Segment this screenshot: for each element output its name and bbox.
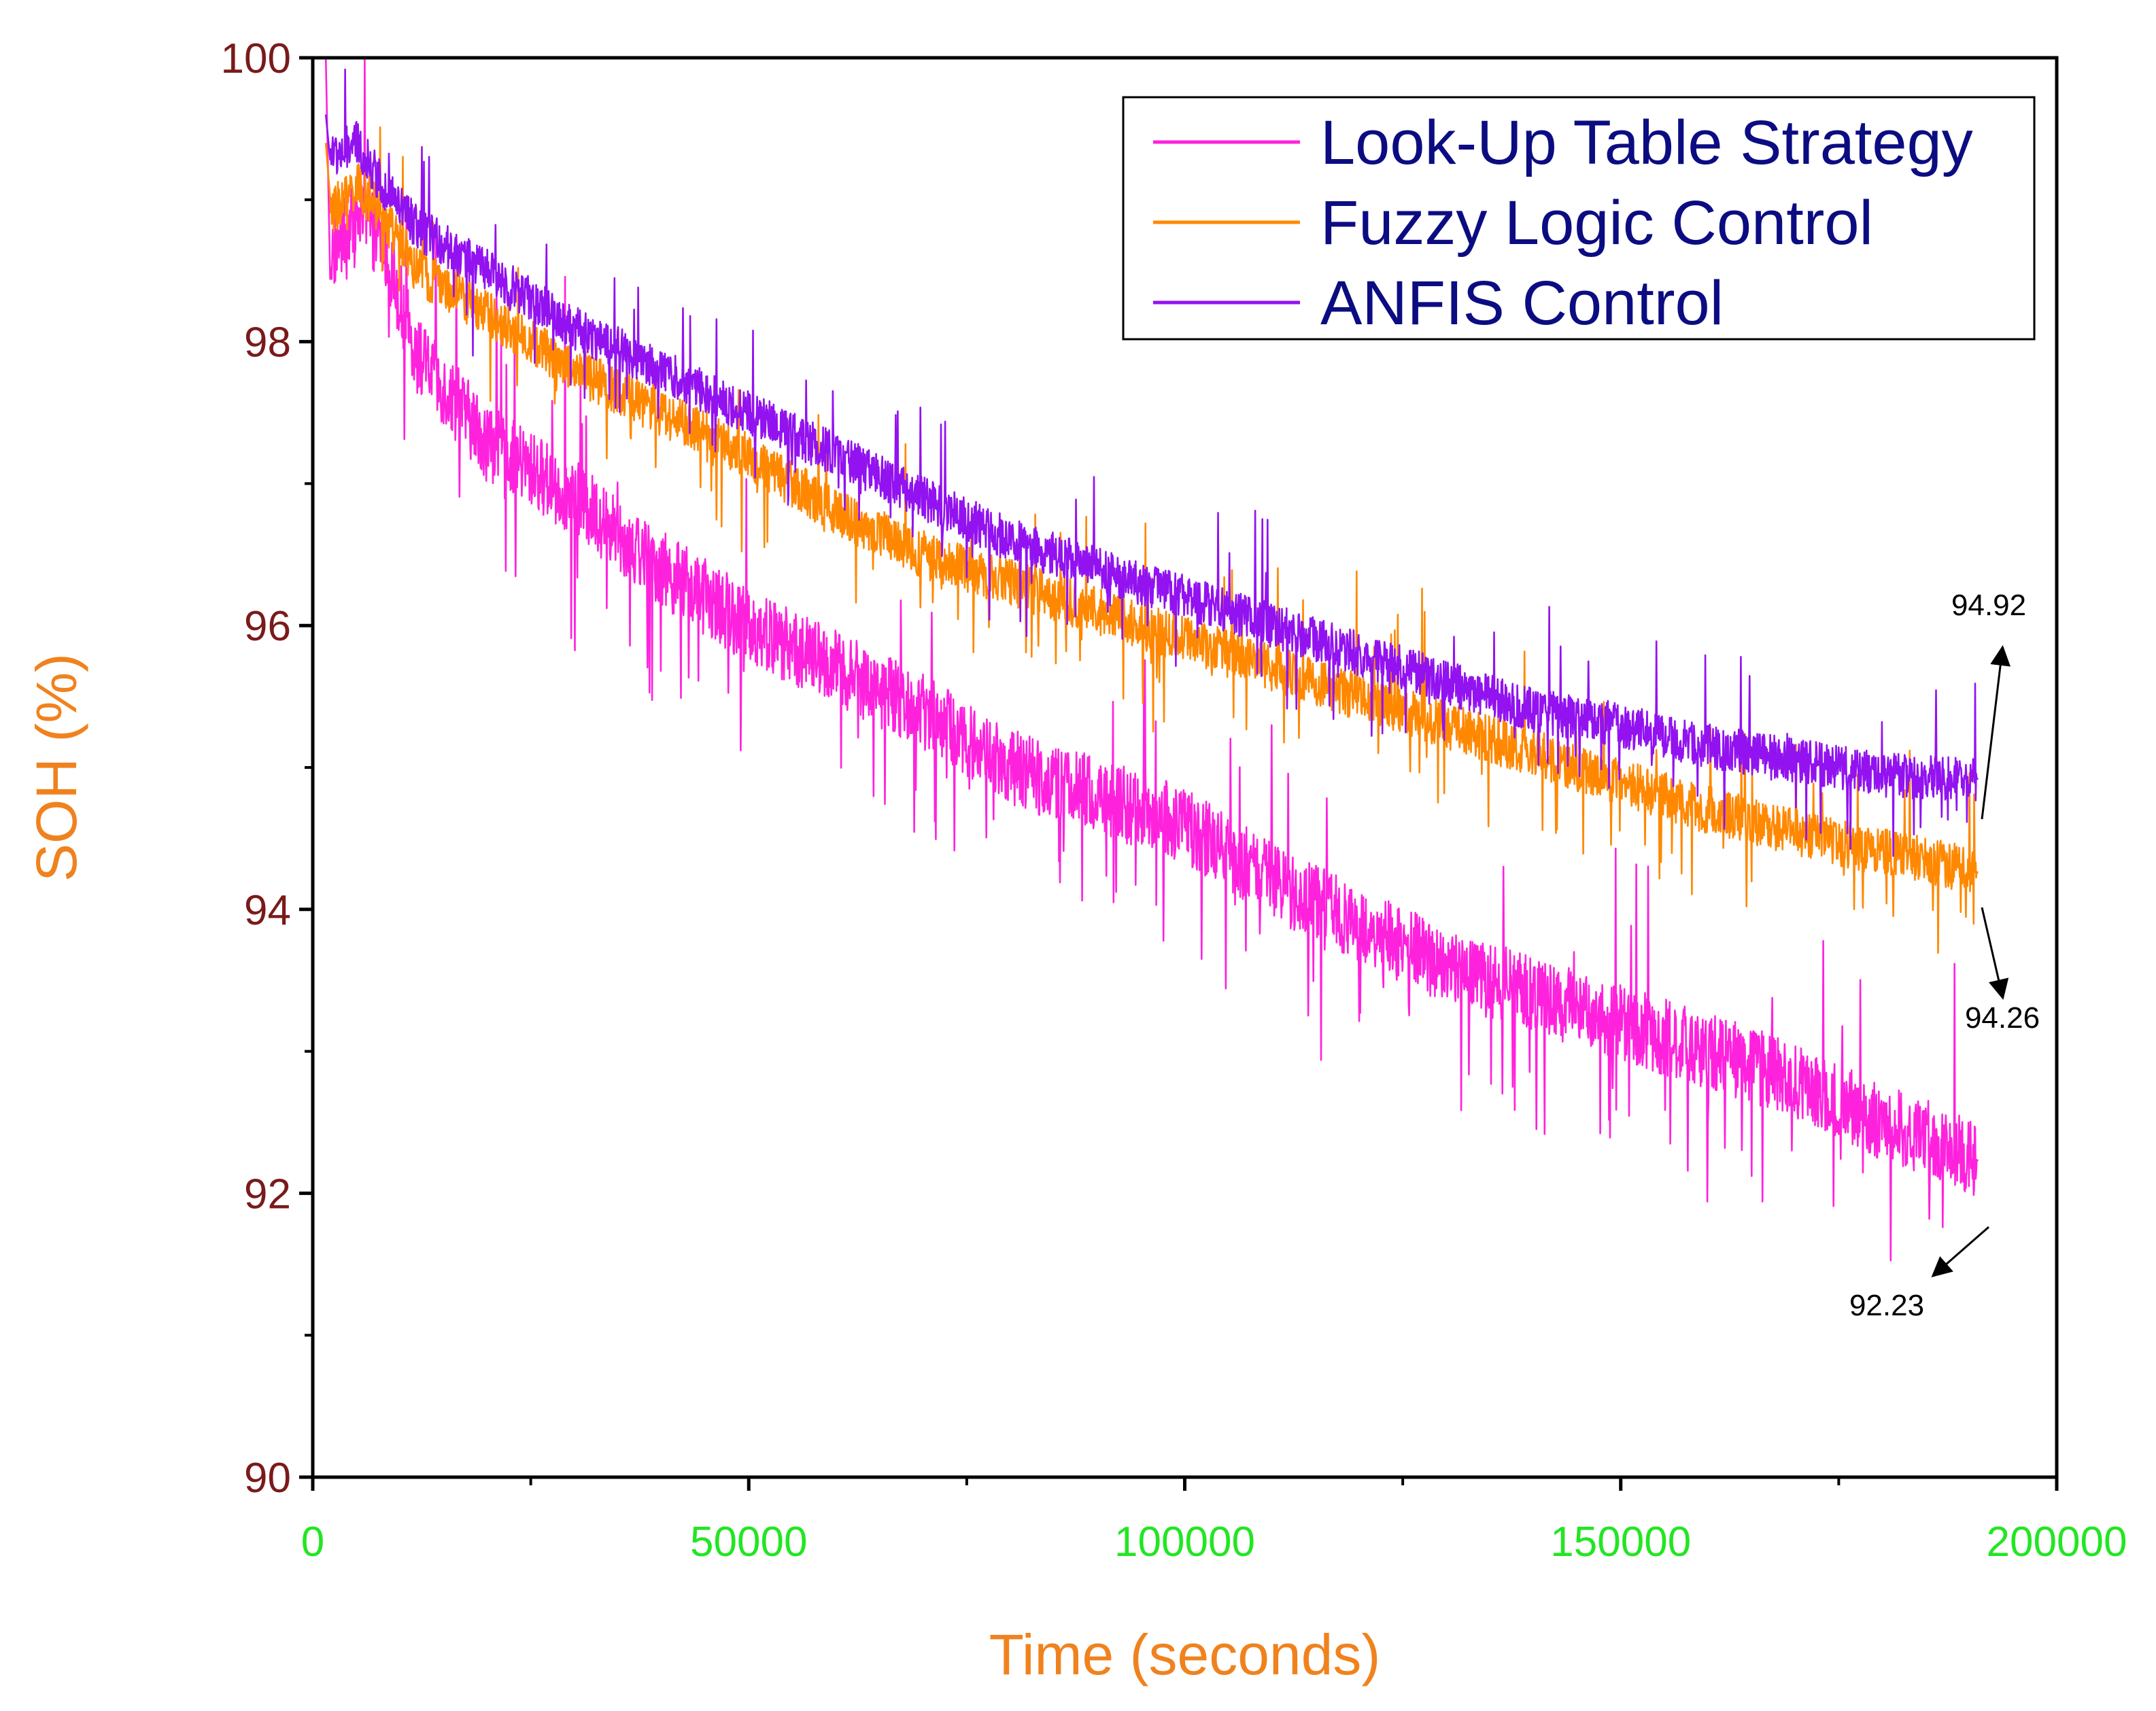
y-tick-label: 96: [244, 603, 291, 650]
x-tick-label: 150000: [1550, 1519, 1691, 1566]
legend-box: [1122, 96, 2036, 341]
x-tick-label: 0: [301, 1519, 324, 1566]
series-layer: [324, 56, 1979, 1262]
legend-label-3: ANFIS Control: [1320, 269, 1724, 338]
series-line-2: [324, 126, 1979, 954]
x-axis-title: Time (seconds): [989, 1623, 1381, 1687]
annotation-arrow: [1931, 1226, 1989, 1277]
legend: Look-Up Table Strategy Fuzzy Logic Contro…: [1122, 96, 2036, 341]
annotation-layer: 94.92 94.26 92.23: [1849, 589, 2040, 1322]
annotation-arrow: [1981, 645, 2011, 820]
y-tick-label: 94: [244, 887, 291, 934]
annotation-label: 94.92: [1951, 589, 2026, 622]
y-tick-label: 92: [244, 1171, 291, 1217]
y-axis-title: SOH (%): [24, 653, 88, 882]
x-tick-label: 100000: [1114, 1519, 1255, 1566]
annotation-arrow: [1981, 907, 2009, 1000]
y-tick-label: 100: [221, 35, 291, 82]
y-tick-label: 90: [244, 1455, 291, 1502]
y-tick-label: 98: [244, 319, 291, 366]
series-line-1: [324, 56, 1979, 1262]
x-tick-label: 50000: [690, 1519, 807, 1566]
legend-label-2: Fuzzy Logic Control: [1320, 188, 1873, 258]
annotation-label: 92.23: [1849, 1289, 1924, 1322]
legend-label-1: Look-Up Table Strategy: [1320, 108, 1973, 177]
series-line-3: [324, 68, 1979, 857]
annotation-label: 94.26: [1965, 1001, 2040, 1035]
x-tick-label: 200000: [1987, 1519, 2127, 1566]
axes-layer: 90 92 94 96 98 100 0 50000 100000 150000 200000 Tim…: [24, 35, 2127, 1687]
